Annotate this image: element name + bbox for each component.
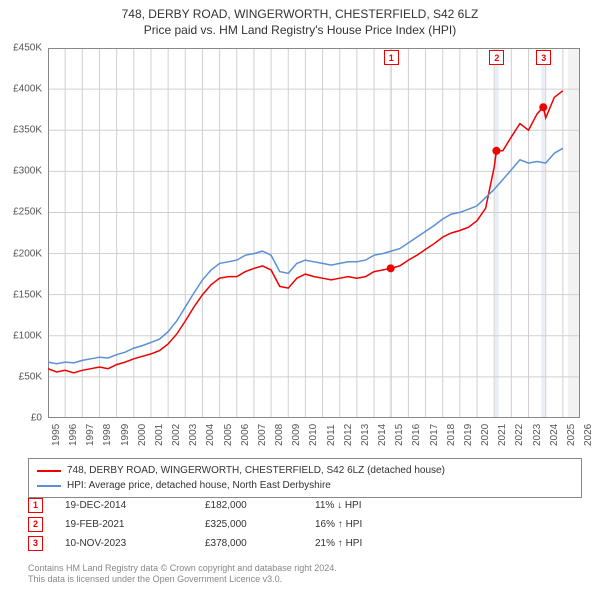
x-tick-label: 2023 [532, 424, 543, 446]
y-tick-label: £250K [13, 207, 42, 218]
x-tick-label: 2015 [394, 424, 405, 446]
title-line-2: Price paid vs. HM Land Registry's House … [0, 22, 600, 38]
chart-svg [48, 48, 580, 418]
chart-marker-2: 2 [489, 50, 504, 65]
x-tick-label: 1995 [51, 424, 62, 446]
marker-date: 19-FEB-2021 [65, 515, 205, 534]
x-tick-label: 2020 [480, 424, 491, 446]
legend: 748, DERBY ROAD, WINGERWORTH, CHESTERFIE… [28, 458, 582, 498]
x-tick-label: 2008 [274, 424, 285, 446]
y-tick-label: £150K [13, 289, 42, 300]
x-tick-label: 2024 [549, 424, 560, 446]
y-tick-label: £350K [13, 125, 42, 136]
legend-swatch [37, 470, 61, 472]
legend-swatch [37, 485, 61, 487]
attribution: Contains HM Land Registry data © Crown c… [28, 563, 582, 586]
chart-plot-area: 1 2 3 [48, 48, 580, 418]
title-line-1: 748, DERBY ROAD, WINGERWORTH, CHESTERFIE… [0, 6, 600, 22]
marker-number: 3 [28, 536, 43, 551]
marker-diff: 16% ↑ HPI [315, 515, 362, 534]
x-tick-label: 2022 [514, 424, 525, 446]
x-tick-label: 2012 [343, 424, 354, 446]
x-tick-label: 2025 [566, 424, 577, 446]
attribution-line-2: This data is licensed under the Open Gov… [28, 574, 582, 586]
y-tick-label: £450K [13, 43, 42, 54]
attribution-line-1: Contains HM Land Registry data © Crown c… [28, 563, 582, 575]
legend-item: 748, DERBY ROAD, WINGERWORTH, CHESTERFIE… [37, 463, 573, 478]
marker-diff: 11% ↓ HPI [315, 496, 362, 515]
y-tick-label: £100K [13, 330, 42, 341]
x-tick-label: 2011 [326, 424, 337, 446]
marker-row: 2 19-FEB-2021£325,00016% ↑ HPI [28, 515, 582, 534]
marker-date: 19-DEC-2014 [65, 496, 205, 515]
x-tick-label: 1999 [120, 424, 131, 446]
marker-number: 2 [28, 517, 43, 532]
y-tick-label: £0 [31, 413, 42, 424]
y-tick-label: £400K [13, 84, 42, 95]
x-tick-label: 2004 [205, 424, 216, 446]
y-tick-label: £300K [13, 166, 42, 177]
x-tick-label: 2016 [411, 424, 422, 446]
x-tick-label: 2014 [377, 424, 388, 446]
x-tick-label: 2007 [257, 424, 268, 446]
marker-date: 10-NOV-2023 [65, 534, 205, 553]
x-tick-label: 1996 [68, 424, 79, 446]
marker-diff: 21% ↑ HPI [315, 534, 362, 553]
marker-row: 3 10-NOV-2023£378,00021% ↑ HPI [28, 534, 582, 553]
x-axis-labels: 1995 1996 1997 1998 1999 2000 2001 2002 2003 2004… [48, 418, 580, 458]
y-axis-labels: £0£50K£100K£150K£200K£250K£300K£350K£400… [0, 48, 44, 418]
x-tick-label: 2003 [188, 424, 199, 446]
legend-label: 748, DERBY ROAD, WINGERWORTH, CHESTERFIE… [67, 463, 445, 478]
marker-price: £182,000 [205, 496, 315, 515]
x-tick-label: 2005 [223, 424, 234, 446]
legend-label: HPI: Average price, detached house, Nort… [67, 478, 331, 493]
x-tick-label: 2002 [171, 424, 182, 446]
x-tick-label: 2010 [308, 424, 319, 446]
x-tick-label: 1998 [102, 424, 113, 446]
x-tick-label: 1997 [85, 424, 96, 446]
chart-marker-3: 3 [536, 50, 551, 65]
x-tick-label: 2001 [154, 424, 165, 446]
y-tick-label: £50K [19, 371, 42, 382]
x-tick-label: 2019 [463, 424, 474, 446]
legend-item: HPI: Average price, detached house, Nort… [37, 478, 573, 493]
chart-title: 748, DERBY ROAD, WINGERWORTH, CHESTERFIE… [0, 0, 600, 38]
marker-row: 1 19-DEC-2014£182,00011% ↓ HPI [28, 496, 582, 515]
x-tick-label: 2018 [446, 424, 457, 446]
x-tick-label: 2013 [360, 424, 371, 446]
x-tick-label: 2000 [137, 424, 148, 446]
marker-number: 1 [28, 498, 43, 513]
marker-table: 1 19-DEC-2014£182,00011% ↓ HPI 2 19-FEB-202… [28, 496, 582, 553]
x-tick-label: 2017 [429, 424, 440, 446]
x-tick-label: 2021 [497, 424, 508, 446]
x-tick-label: 2009 [291, 424, 302, 446]
chart-marker-1: 1 [384, 50, 399, 65]
marker-price: £378,000 [205, 534, 315, 553]
x-tick-label: 2026 [583, 424, 594, 446]
y-tick-label: £200K [13, 248, 42, 259]
marker-price: £325,000 [205, 515, 315, 534]
x-tick-label: 2006 [240, 424, 251, 446]
